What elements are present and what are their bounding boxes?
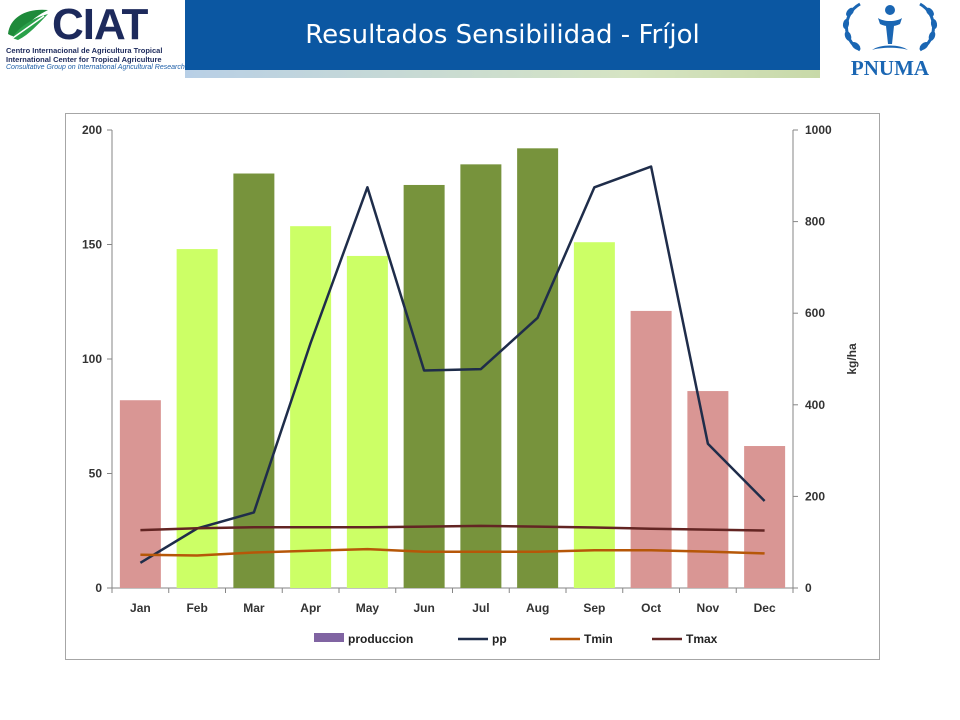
legend-swatch-produccion bbox=[314, 633, 344, 642]
right-tick-label: 400 bbox=[805, 398, 825, 412]
page-title: Resultados Sensibilidad - Fríjol bbox=[305, 20, 700, 50]
x-tick-label: Jan bbox=[130, 601, 151, 615]
title-bar: Resultados Sensibilidad - Fríjol bbox=[185, 0, 820, 70]
bar-mar bbox=[233, 173, 275, 588]
x-tick-label: Oct bbox=[641, 601, 661, 615]
x-tick-label: Dec bbox=[754, 601, 776, 615]
legend-label-tmax: Tmax bbox=[686, 632, 718, 646]
ciat-wordmark: CIAT bbox=[52, 0, 148, 49]
ciat-line-cgiar: Consultative Group on International Agri… bbox=[6, 64, 185, 71]
bar-apr bbox=[290, 226, 332, 588]
right-tick-label: 200 bbox=[805, 489, 825, 503]
x-tick-label: Feb bbox=[186, 601, 207, 615]
bar-feb bbox=[176, 249, 218, 588]
x-tick-label: Mar bbox=[243, 601, 265, 615]
series-line-pp bbox=[139, 165, 766, 564]
bar-oct bbox=[630, 310, 672, 588]
series-line-tmin bbox=[140, 547, 765, 557]
right-axis-label: kg/ha bbox=[845, 343, 859, 375]
right-tick-label: 0 bbox=[805, 581, 812, 595]
bar-may bbox=[346, 255, 388, 588]
bar-jul bbox=[460, 164, 502, 588]
title-underline bbox=[185, 70, 820, 78]
bar-jun bbox=[403, 184, 445, 588]
bar-dec bbox=[744, 446, 786, 588]
left-tick-label: 150 bbox=[82, 238, 102, 252]
x-tick-label: Sep bbox=[583, 601, 605, 615]
bar-sep bbox=[573, 242, 615, 588]
left-tick-label: 100 bbox=[82, 352, 102, 366]
ciat-logo: CIAT Centro Internacional de Agricultura… bbox=[0, 0, 185, 80]
chart-frame: 0 50 100 150 200 0 200 400 600 800 1000 kg/ha Jan Feb… bbox=[65, 113, 880, 660]
bar-jan bbox=[119, 400, 161, 588]
header: CIAT Centro Internacional de Agricultura… bbox=[0, 0, 960, 80]
x-tick-label: Nov bbox=[697, 601, 720, 615]
bar-aug bbox=[517, 148, 559, 588]
x-tick-label: Jun bbox=[413, 601, 434, 615]
series-line-tmax bbox=[140, 524, 765, 532]
x-tick-label: May bbox=[356, 601, 380, 615]
un-emblem-icon bbox=[842, 2, 938, 52]
left-tick-label: 50 bbox=[89, 467, 103, 481]
bar-nov bbox=[687, 391, 729, 588]
right-tick-label: 1000 bbox=[805, 123, 832, 137]
ciat-leaf-icon bbox=[8, 9, 48, 41]
x-tick-label: Jul bbox=[472, 601, 489, 615]
legend-label-produccion: produccion bbox=[348, 632, 413, 646]
legend-label-tmin: Tmin bbox=[584, 632, 613, 646]
chart: 0 50 100 150 200 0 200 400 600 800 1000 kg/ha Jan Feb… bbox=[82, 123, 859, 646]
x-tick-label: Aug bbox=[526, 601, 549, 615]
ciat-line-spanish: Centro Internacional de Agricultura Trop… bbox=[6, 46, 163, 55]
right-tick-label: 600 bbox=[805, 306, 825, 320]
pnuma-wordmark: PNUMA bbox=[850, 56, 930, 80]
legend-label-pp: pp bbox=[492, 632, 507, 646]
ciat-line-english: International Center for Tropical Agricu… bbox=[6, 55, 162, 64]
pnuma-logo: PNUMA bbox=[820, 0, 960, 80]
x-tick-label: Apr bbox=[300, 601, 321, 615]
left-tick-label: 200 bbox=[82, 123, 102, 137]
right-tick-label: 800 bbox=[805, 215, 825, 229]
left-tick-label: 0 bbox=[95, 581, 102, 595]
